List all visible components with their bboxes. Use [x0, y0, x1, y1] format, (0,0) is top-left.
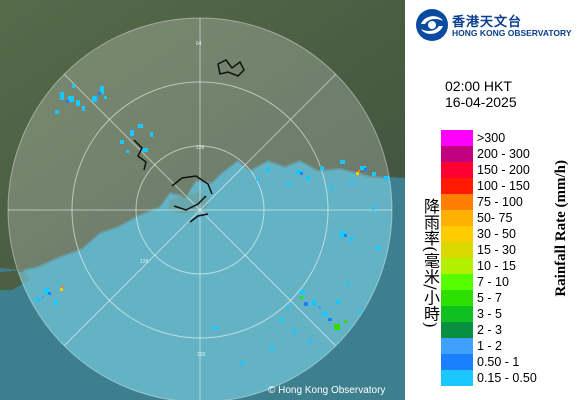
sea-coverage [8, 162, 392, 400]
legend-label: 2 - 3 [477, 323, 503, 337]
legend-swatch [441, 338, 473, 354]
legend-swatch [441, 354, 473, 370]
legend-swatch [441, 210, 473, 226]
logo-title-cn: 香港天文台 [452, 14, 523, 29]
legend-title-en: Rainfall Rate (mm/h) [553, 160, 569, 297]
logo-title-en: HONG KONG OBSERVATORY [452, 28, 572, 38]
land [0, 0, 405, 270]
legend-swatch [441, 130, 473, 146]
legend-label: 75 - 100 [477, 195, 523, 209]
legend-label: 5 - 7 [477, 291, 503, 305]
legend-item: 2 - 3 [441, 322, 561, 338]
legend-item: 75 - 100 [441, 194, 561, 210]
legend-label: 15 - 30 [477, 243, 516, 257]
range-label: 200 [197, 352, 206, 358]
legend-item: 30 - 50 [441, 226, 561, 242]
legend-swatch [441, 322, 473, 338]
legend-label: 7 - 10 [477, 275, 509, 289]
boundary-lines [133, 59, 245, 223]
legend-title-cn: 降雨率(毫米/小時) [421, 198, 440, 328]
range-label: 128 [196, 145, 205, 151]
legend-item: 15 - 30 [441, 242, 561, 258]
legend-label: 200 - 300 [477, 147, 530, 161]
legend-swatch [441, 306, 473, 322]
legend-label: 50- 75 [477, 211, 513, 225]
legend-item: 7 - 10 [441, 274, 561, 290]
legend-swatch [441, 290, 473, 306]
legend-item: 0.15 - 0.50 [441, 370, 561, 386]
legend-label: 10 - 15 [477, 259, 516, 273]
legend-item: 100 - 150 [441, 178, 561, 194]
legend-swatch [441, 194, 473, 210]
legend-label: >300 [477, 131, 506, 145]
legend-label: 0.15 - 0.50 [477, 371, 537, 385]
hko-logo-icon [416, 9, 448, 41]
range-labels: 64 128 128 200 [140, 41, 206, 358]
range-label: 64 [196, 41, 202, 47]
legend-swatch [441, 274, 473, 290]
legend-item: 50- 75 [441, 210, 561, 226]
legend-panel: 香港天文台 HONG KONG OBSERVATORY 02:00 HKT 16… [405, 0, 577, 400]
legend-item: 200 - 300 [441, 146, 561, 162]
hko-logo[interactable]: 香港天文台 HONG KONG OBSERVATORY [415, 6, 573, 46]
legend-swatch [441, 178, 473, 194]
rain-echoes [36, 84, 389, 365]
legend-item: 3 - 5 [441, 306, 561, 322]
legend-swatch [441, 242, 473, 258]
legend-item: >300 [441, 130, 561, 146]
legend-label: 100 - 150 [477, 179, 530, 193]
legend-item: 10 - 15 [441, 258, 561, 274]
legend-label: 3 - 5 [477, 307, 503, 321]
legend-item: 5 - 7 [441, 290, 561, 306]
legend-swatch [441, 370, 473, 386]
legend-swatch [441, 146, 473, 162]
legend-label: 30 - 50 [477, 227, 516, 241]
copyright-notice: © Hong Kong Observatory [268, 385, 386, 396]
legend-label: 150 - 200 [477, 163, 530, 177]
legend-item: 1 - 2 [441, 338, 561, 354]
radar-map-svg: 64 128 128 200 [0, 0, 405, 400]
legend-item: 150 - 200 [441, 162, 561, 178]
radar-map[interactable]: 64 128 128 200 © Hong Kong Observatory [0, 0, 405, 400]
range-label: 128 [140, 259, 149, 265]
legend-label: 0.50 - 1 [477, 355, 520, 369]
legend-swatch [441, 162, 473, 178]
legend-swatch [441, 226, 473, 242]
legend-item: 0.50 - 1 [441, 354, 561, 370]
legend-swatch [441, 258, 473, 274]
radar-time: 02:00 HKT [445, 78, 512, 94]
legend-label: 1 - 2 [477, 339, 503, 353]
radar-date: 16-04-2025 [445, 94, 517, 110]
radar-outline [7, 17, 393, 400]
